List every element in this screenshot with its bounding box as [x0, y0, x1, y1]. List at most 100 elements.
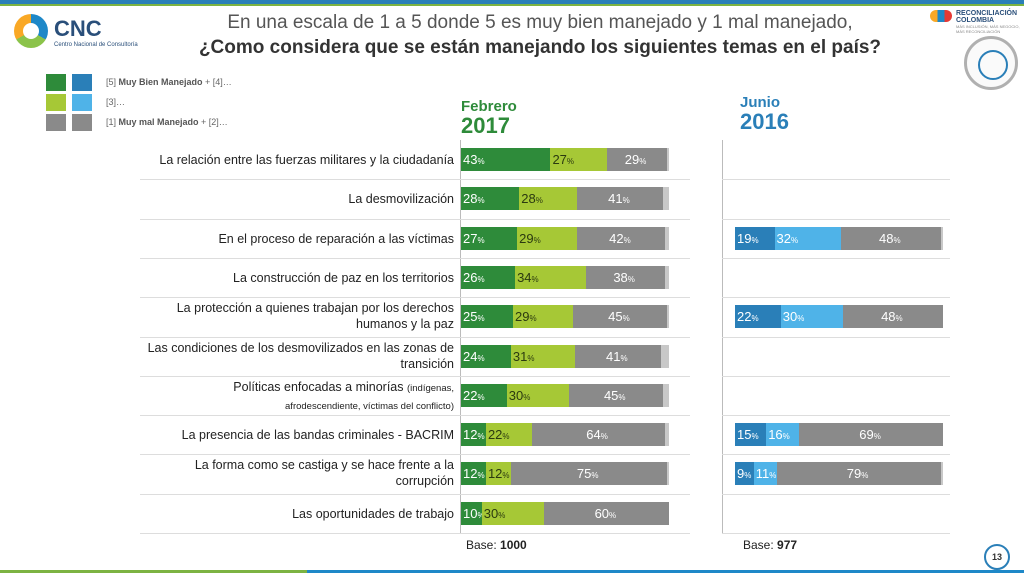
data-label: 41%: [606, 348, 628, 364]
row-separator: [140, 297, 690, 299]
legend-label-mid: [3]…: [106, 97, 126, 107]
data-label: 27%: [552, 152, 575, 167]
data-label: 16%: [768, 427, 790, 443]
row-separator: [140, 375, 690, 377]
legend-swatch-gray-2: [72, 114, 92, 131]
percent-sign: %: [527, 353, 535, 363]
category-label: En el proceso de reparación a las víctim…: [218, 231, 454, 246]
bar-segment-feb-bad: 64%: [531, 423, 665, 447]
panel-month-junio: Junio: [740, 94, 780, 111]
panel-header-junio: Junio 2016: [740, 94, 789, 133]
bar-segment-jun-no-answer: [940, 462, 943, 486]
bar-segment-jun-bad: 48%: [843, 305, 943, 329]
bar-segment-feb-neutral: 30%: [481, 501, 545, 525]
bar-segment-feb-good: 26%: [461, 265, 516, 289]
bar-segment-feb-no-answer: [666, 462, 669, 486]
bar-segment-feb-no-answer: [664, 226, 669, 250]
legend-swatch-gray-1: [46, 114, 66, 131]
bar-segment-feb-no-answer: [666, 305, 669, 329]
bottom-accent-line: [0, 570, 1024, 573]
bar-segment-feb-good: 27%: [461, 226, 518, 250]
row-separator: [722, 375, 950, 377]
bar-segment-feb-neutral: 31%: [510, 344, 576, 368]
bar-segment-feb-bad: 45%: [569, 383, 663, 407]
row-separator: [722, 493, 950, 495]
percent-sign: %: [623, 235, 631, 245]
base-junio: Base: 977: [743, 538, 798, 552]
data-label: 26%: [463, 269, 485, 285]
percent-sign: %: [535, 196, 543, 206]
top-accent-line-green: [0, 4, 1024, 6]
percent-sign: %: [531, 274, 539, 284]
bar-segment-feb-bad: 29%: [606, 148, 667, 171]
data-label: 30%: [508, 387, 531, 403]
cnc-logo-name: CNC: [54, 16, 102, 41]
category-label: La desmovilización: [348, 192, 454, 207]
percent-sign: %: [529, 314, 537, 324]
data-label: 12%: [463, 427, 485, 443]
category-label: La forma como se castiga y se hace frent…: [194, 458, 454, 489]
data-label: 22%: [463, 387, 485, 403]
percent-sign: %: [620, 353, 628, 363]
percent-sign: %: [744, 471, 752, 481]
legend-swatch-feb-top: [46, 74, 66, 91]
category-label: Las condiciones de los desmovilizados en…: [147, 340, 454, 371]
legend-label-bottom: [1] Muy mal Manejado + [2]…: [106, 117, 228, 127]
bar-segment-feb-neutral: 29%: [513, 305, 574, 329]
data-label: 31%: [512, 348, 535, 364]
reconciliacion-logo-tagline: MÁS INCLUSIÓN, MÁS NEGOCIO, MÁS RECONCIL…: [956, 24, 1020, 34]
panel-year-2017: 2017: [461, 113, 510, 138]
bar-segment-feb-bad: 41%: [577, 187, 663, 211]
category-label: Las oportunidades de trabajo: [292, 506, 454, 521]
hands-seal-icon: [964, 36, 1018, 90]
data-label: 12%: [463, 466, 485, 482]
bar-segment-feb-bad: 41%: [575, 344, 661, 368]
bar-segment-feb-bad: 75%: [510, 462, 667, 486]
data-label: 32%: [776, 230, 799, 246]
category-label: La protección a quienes trabajan por los…: [176, 301, 454, 332]
category-label: La presencia de las bandas criminales - …: [181, 428, 454, 443]
data-label: 41%: [608, 191, 630, 207]
row-separator: [140, 179, 690, 181]
percent-sign: %: [639, 157, 647, 166]
percent-sign: %: [477, 235, 485, 245]
row-separator: [722, 257, 950, 259]
percent-sign: %: [523, 392, 531, 402]
bar-segment-jun-neutral: 16%: [766, 423, 800, 447]
cnc-logo: CNC Centro Nacional de Consultoría: [14, 14, 138, 54]
data-label: 10%: [463, 506, 482, 521]
data-label: 28%: [463, 191, 485, 207]
bar-segment-feb-good: 43%: [461, 148, 551, 171]
bar-segment-feb-bad: 38%: [585, 265, 665, 289]
row-separator: [140, 533, 690, 534]
data-label: 22%: [487, 427, 510, 443]
panel-year-2016: 2016: [740, 109, 789, 134]
data-label: 19%: [737, 230, 759, 246]
data-label: 64%: [586, 427, 608, 443]
top-accent-line: [0, 0, 1024, 4]
reconciliacion-logo-name: RECONCILIACIÓN COLOMBIA: [956, 10, 1018, 24]
data-label: 12%: [487, 466, 510, 482]
percent-sign: %: [622, 314, 630, 324]
data-label: 15%: [737, 427, 759, 443]
row-separator: [140, 454, 690, 456]
bar-segment-jun-no-answer: [940, 226, 943, 250]
percent-sign: %: [751, 235, 759, 245]
bar-segment-feb-no-answer: [664, 265, 669, 289]
row-separator: [722, 297, 950, 299]
percent-sign: %: [627, 274, 635, 284]
percent-sign: %: [477, 392, 485, 402]
data-label: 29%: [624, 152, 647, 167]
data-label: 45%: [603, 387, 626, 403]
percent-sign: %: [769, 471, 777, 481]
percent-sign: %: [861, 471, 869, 481]
percent-sign: %: [477, 353, 485, 363]
bar-segment-jun-neutral: 30%: [780, 305, 844, 329]
percent-sign: %: [893, 235, 901, 245]
bar-segment-feb-no-answer: [662, 187, 669, 211]
bar-segment-feb-good: 28%: [461, 187, 520, 211]
data-label: 24%: [463, 348, 485, 364]
percent-sign: %: [600, 432, 608, 442]
percent-sign: %: [477, 196, 485, 206]
percent-sign: %: [477, 432, 485, 442]
